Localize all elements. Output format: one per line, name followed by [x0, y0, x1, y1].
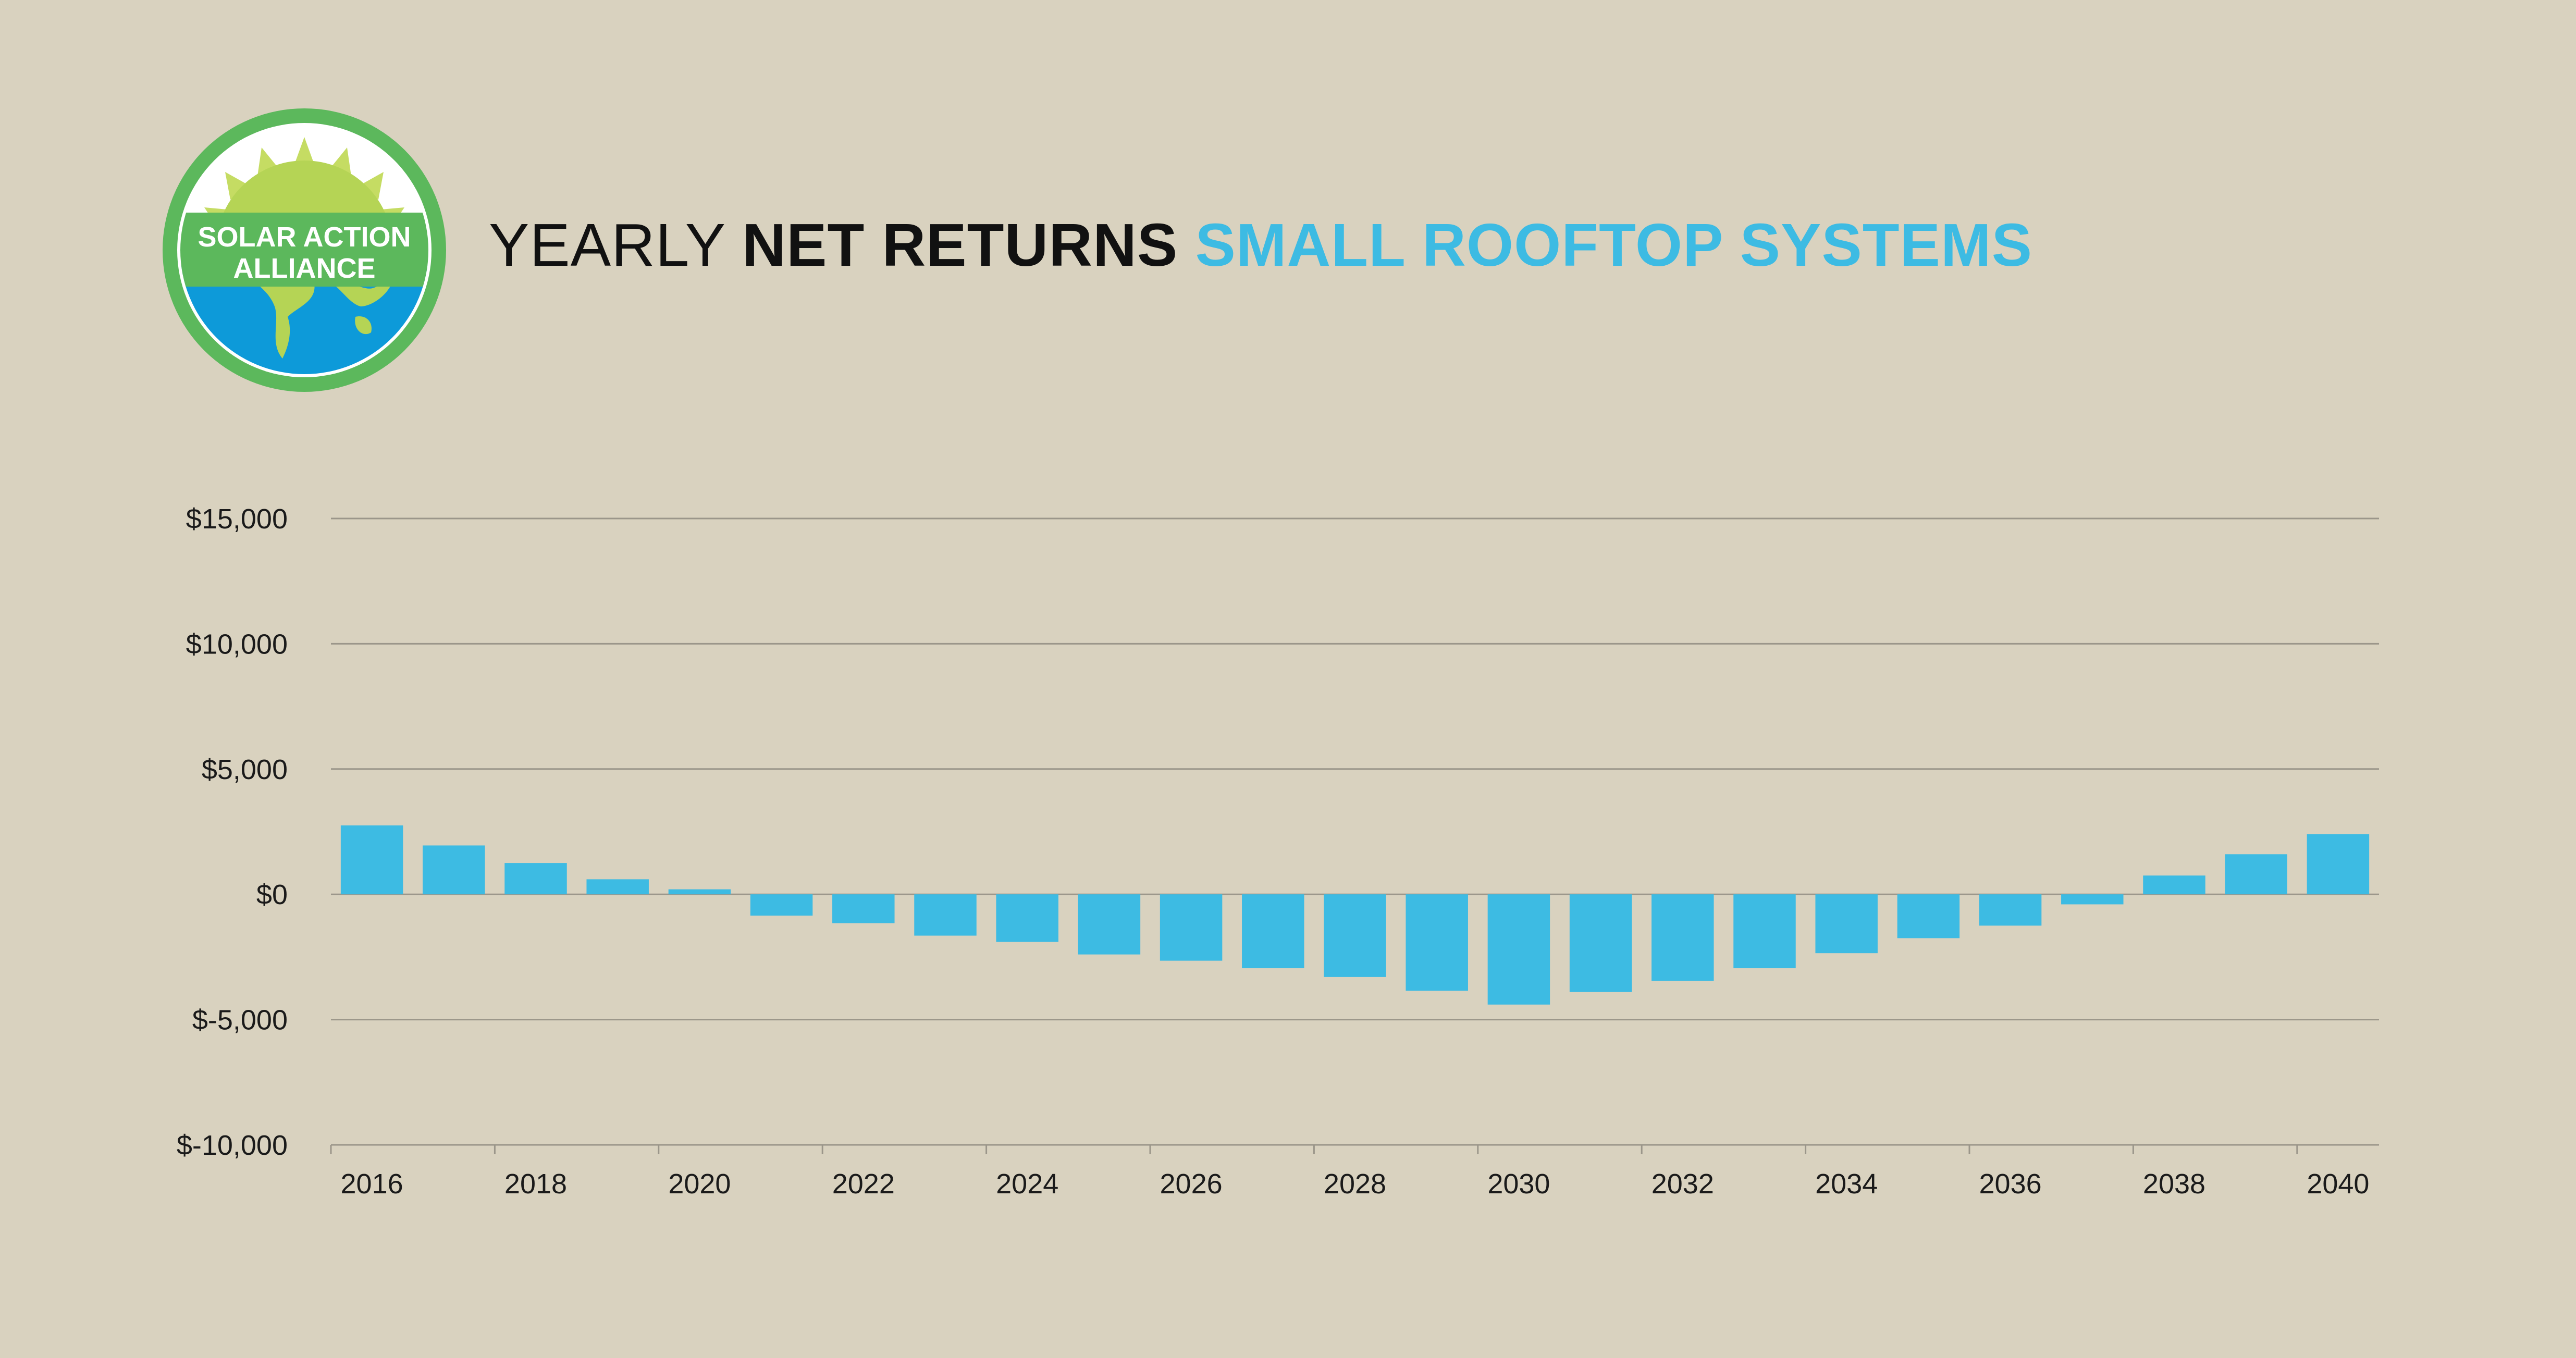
bar-2036	[1979, 894, 2042, 926]
page-title: YEARLY NET RETURNS SMALL ROOFTOP SYSTEMS	[489, 206, 2032, 284]
x-tick-label: 2022	[832, 1168, 895, 1200]
x-tick-label: 2032	[1651, 1168, 1714, 1200]
x-tick-label: 2036	[1979, 1168, 2042, 1200]
bars	[340, 825, 2370, 1005]
bar-2023	[914, 894, 977, 936]
bar-2027	[1242, 894, 1304, 969]
x-tick-label: 2038	[2143, 1168, 2205, 1200]
title-part-yearly: YEARLY	[489, 211, 743, 279]
bar-2031	[1569, 894, 1632, 992]
logo-banner	[180, 213, 428, 287]
bar-2030	[1487, 894, 1550, 1005]
bar-2039	[2225, 854, 2287, 895]
x-tick-label: 2024	[996, 1168, 1058, 1200]
bar-2021	[750, 894, 813, 916]
bar-2018	[504, 863, 567, 895]
bar-2026	[1160, 894, 1223, 961]
title-part-net-returns: NET RETURNS	[742, 211, 1178, 279]
earth-land-icon	[241, 265, 315, 359]
bar-2022	[832, 894, 895, 923]
x-tick-label: 2016	[341, 1168, 403, 1200]
logo-text-line2: ALLIANCE	[233, 253, 376, 284]
bar-2035	[1897, 894, 1960, 939]
x-tick-label: 2040	[2307, 1168, 2369, 1200]
x-tick-label: 2028	[1324, 1168, 1386, 1200]
x-tick-label: 2020	[668, 1168, 731, 1200]
x-tick-label: 2018	[504, 1168, 567, 1200]
bar-2028	[1324, 894, 1386, 977]
x-tick-label: 2026	[1160, 1168, 1223, 1200]
bar-2020	[668, 889, 731, 895]
bar-2029	[1406, 894, 1468, 991]
bar-2033	[1733, 894, 1796, 969]
y-tick-label: $15,000	[186, 503, 288, 535]
bar-2019	[586, 879, 649, 895]
title-part-small-rooftop: SMALL ROOFTOP SYSTEMS	[1178, 211, 2032, 279]
x-tick-label: 2030	[1487, 1168, 1550, 1200]
y-tick-label: $0	[256, 879, 288, 910]
bar-2025	[1078, 894, 1141, 955]
y-tick-label: $-10,000	[177, 1130, 288, 1161]
logo-text-line1: SOLAR ACTION	[198, 221, 411, 253]
y-tick-label: $5,000	[202, 754, 288, 785]
bar-2038	[2143, 875, 2205, 895]
bar-2037	[2061, 894, 2124, 905]
y-tick-label: $-5,000	[192, 1005, 288, 1036]
y-axis-tick-labels: $15,000 $10,000 $5,000 $0 $-5,000 $-10,000	[177, 503, 288, 1161]
bar-2024	[996, 894, 1058, 942]
bar-2017	[423, 845, 485, 895]
bar-2034	[1815, 894, 1878, 954]
bar-2040	[2307, 834, 2370, 895]
grid-lines	[330, 517, 2379, 1154]
bar-2016	[340, 825, 403, 895]
x-tick-label: 2034	[1815, 1168, 1878, 1200]
solar-action-alliance-logo: SOLAR ACTION ALLIANCE	[163, 108, 446, 392]
bar-2032	[1651, 894, 1714, 981]
y-tick-label: $10,000	[186, 628, 288, 660]
x-axis-tick-labels: 2016 2018 2020 2022 2024 2026 2028 2030 2032 2034…	[341, 1168, 2370, 1200]
